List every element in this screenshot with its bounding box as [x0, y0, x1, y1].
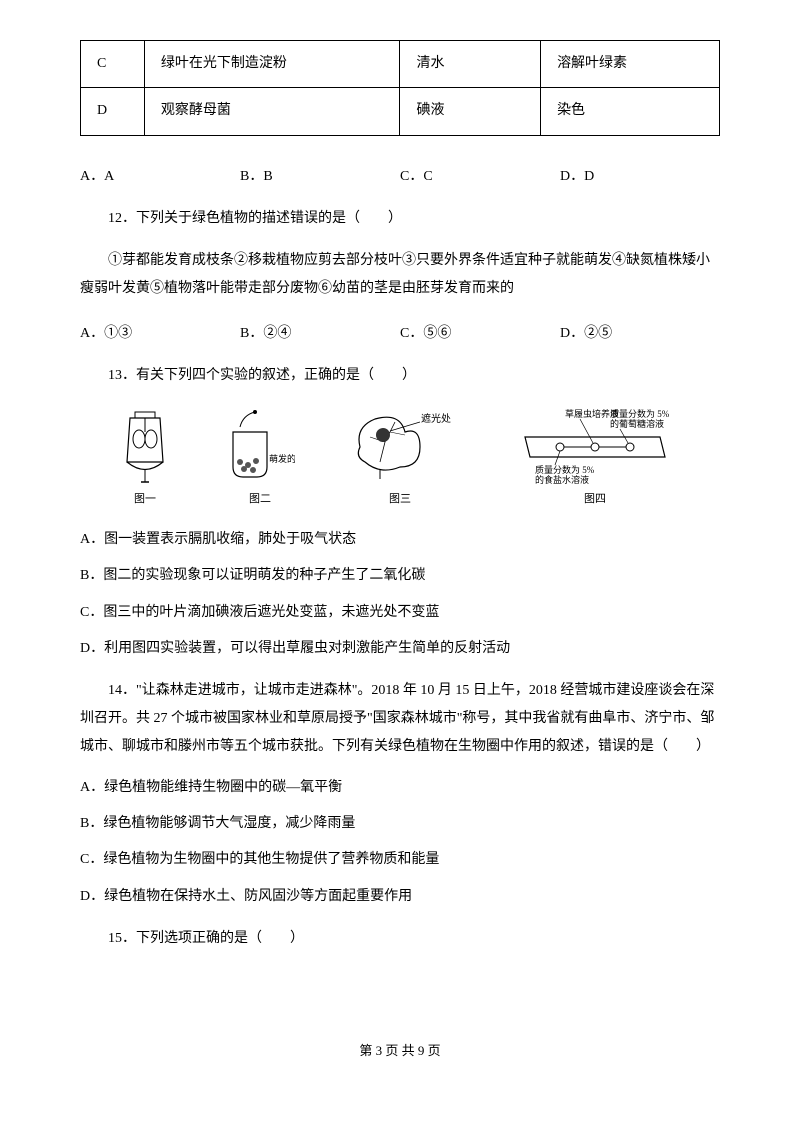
q13-opt-d: D．利用图四实验装置，可以得出草履虫对刺激能产生简单的反射活动	[80, 638, 720, 660]
option-b: B．②④	[240, 323, 400, 345]
page-footer: 第 3 页 共 9 页	[80, 1041, 720, 1062]
diagram-3-note: 遮光处	[421, 412, 451, 425]
q12-title: 12．下列关于绿色植物的描述错误的是（ ）	[80, 208, 720, 230]
diagram-4-note3b: 的食盐水溶液	[535, 474, 589, 485]
slide-icon: 草履虫培养液 质量分数为 5% 的葡萄糖溶液 质量分数为 5% 的食盐水溶液	[505, 407, 685, 487]
diagram-4: 草履虫培养液 质量分数为 5% 的葡萄糖溶液 质量分数为 5% 的食盐水溶液 图…	[505, 407, 685, 509]
diagram-2-label: 图二	[249, 491, 271, 509]
diagram-2: 萌发的种子 图二	[225, 407, 295, 509]
lung-model-icon	[115, 407, 175, 487]
q12-options: A．①③ B．②④ C．⑤⑥ D．②⑤	[80, 323, 720, 345]
option-c: C．⑤⑥	[400, 323, 560, 345]
seed-jar-icon: 萌发的种子	[225, 407, 295, 487]
diagram-1-label: 图一	[134, 491, 156, 509]
option-c: C．C	[400, 166, 560, 188]
q15-title: 15．下列选项正确的是（ ）	[80, 928, 720, 950]
table-row: C 绿叶在光下制造淀粉 清水 溶解叶绿素	[81, 41, 720, 88]
diagram-3: 遮光处 图三	[345, 407, 455, 509]
diagram-4-note1b: 的葡萄糖溶液	[610, 418, 664, 429]
diagram-4-note3a: 质量分数为 5%	[535, 464, 595, 475]
q13-title: 13．有关下列四个实验的叙述，正确的是（ ）	[80, 365, 720, 387]
q14-opt-c: C．绿色植物为生物圈中的其他生物提供了营养物质和能量	[80, 849, 720, 871]
cell-purpose: 染色	[541, 88, 720, 135]
diagram-4-label: 图四	[584, 491, 606, 509]
cell-exp: 观察酵母菌	[144, 88, 400, 135]
option-d: D．②⑤	[560, 323, 720, 345]
q14-opt-b: B．绿色植物能够调节大气湿度，减少降雨量	[80, 813, 720, 835]
table-row: D 观察酵母菌 碘液 染色	[81, 88, 720, 135]
q11-options: A．A B．B C．C D．D	[80, 166, 720, 188]
q14-opt-a: A．绿色植物能维持生物圈中的碳—氧平衡	[80, 777, 720, 799]
diagram-2-note: 萌发的种子	[269, 453, 295, 464]
option-b: B．B	[240, 166, 400, 188]
diagram-4-note1a: 质量分数为 5%	[610, 408, 670, 419]
option-a: A．A	[80, 166, 240, 188]
leaf-icon: 遮光处	[345, 407, 455, 487]
q13-diagrams: 图一 萌发的种子 图二 遮光处 图三	[80, 407, 720, 509]
q13-opt-c: C．图三中的叶片滴加碘液后遮光处变蓝，未遮光处不变蓝	[80, 602, 720, 624]
cell-opt: C	[81, 41, 145, 88]
q13-opt-a: A．图一装置表示膈肌收缩，肺处于吸气状态	[80, 529, 720, 551]
cell-reagent: 碘液	[400, 88, 541, 135]
experiment-table: C 绿叶在光下制造淀粉 清水 溶解叶绿素 D 观察酵母菌 碘液 染色	[80, 40, 720, 136]
q13-opt-b: B．图二的实验现象可以证明萌发的种子产生了二氧化碳	[80, 565, 720, 587]
cell-purpose: 溶解叶绿素	[541, 41, 720, 88]
option-a: A．①③	[80, 323, 240, 345]
diagram-3-label: 图三	[389, 491, 411, 509]
cell-opt: D	[81, 88, 145, 135]
cell-reagent: 清水	[400, 41, 541, 88]
cell-exp: 绿叶在光下制造淀粉	[144, 41, 400, 88]
option-d: D．D	[560, 166, 720, 188]
q14-opt-d: D．绿色植物在保持水土、防风固沙等方面起重要作用	[80, 886, 720, 908]
q14-title: 14．"让森林走进城市，让城市走进森林"。2018 年 10 月 15 日上午，…	[80, 677, 720, 761]
q12-stem: ①芽都能发育成枝条②移栽植物应剪去部分枝叶③只要外界条件适宜种子就能萌发④缺氮植…	[80, 247, 720, 303]
diagram-1: 图一	[115, 407, 175, 509]
